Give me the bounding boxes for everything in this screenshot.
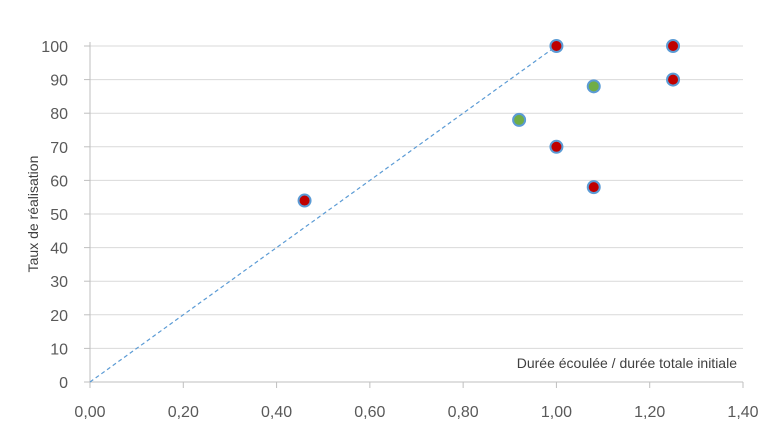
y-tick-label: 100	[41, 39, 68, 56]
y-tick-label: 50	[50, 207, 68, 224]
x-tick-label: 0,20	[168, 404, 199, 421]
data-point	[666, 39, 681, 53]
y-tick-label: 60	[50, 173, 68, 190]
y-tick-label: 40	[50, 241, 68, 258]
x-tick-labels: 0,00 0,20 0,40 0,60 0,80 1,00 1,20 1,40	[74, 404, 758, 421]
x-tick-label: 1,00	[541, 404, 572, 421]
y-tick-label: 80	[50, 106, 68, 123]
x-tick-label: 0,80	[448, 404, 479, 421]
x-tick-label: 1,40	[727, 404, 758, 421]
data-points	[297, 39, 681, 208]
data-point	[586, 79, 601, 94]
y-tick-label: 90	[50, 73, 68, 90]
axes	[84, 42, 744, 388]
x-tick-label: 0,40	[261, 404, 292, 421]
y-tick-label: 0	[59, 375, 68, 392]
y-tick-label: 10	[50, 341, 68, 358]
x-tick-label: 0,60	[354, 404, 385, 421]
data-point	[549, 39, 564, 53]
data-point	[512, 112, 527, 127]
diagonal-reference-line	[89, 45, 557, 383]
y-tick-label: 30	[50, 274, 68, 291]
data-point	[586, 180, 601, 195]
y-axis-title: Taux de réalisation	[25, 156, 41, 273]
y-tick-labels: 0 10 20 30 40 50 60 70 80 90 100	[41, 39, 68, 392]
y-tick-label: 70	[50, 140, 68, 157]
x-tick-label: 1,20	[634, 404, 665, 421]
data-point	[297, 193, 312, 208]
gridlines	[90, 45, 743, 349]
data-point	[549, 139, 564, 154]
x-tick-label: 0,00	[74, 404, 105, 421]
data-point	[666, 72, 681, 87]
y-tick-label: 20	[50, 308, 68, 325]
x-axis-title: Durée écoulée / durée totale initiale	[517, 355, 737, 371]
reference-line	[89, 45, 557, 383]
